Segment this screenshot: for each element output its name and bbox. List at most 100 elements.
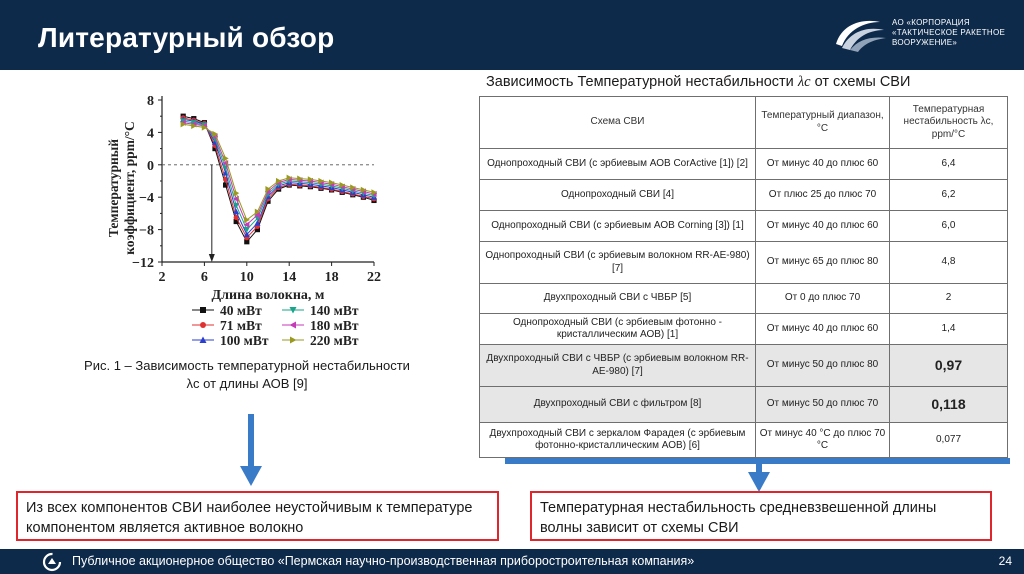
data-point — [297, 175, 303, 182]
value-cell: 6,4 — [889, 148, 1008, 180]
data-point — [201, 124, 208, 131]
caption-line-2: λc от длины АОВ [9] — [186, 376, 308, 391]
conclusion-box-scheme: Температурная нестабильность средневзвеш… — [530, 491, 992, 541]
data-point — [191, 122, 197, 130]
column-header: Температурный диапазон, °С — [755, 96, 890, 149]
conclusion-box-fiber: Из всех компонентов СВИ наиболее неустой… — [16, 491, 499, 541]
legend-marker — [290, 336, 297, 344]
scheme-cell: Однопроходный СВИ (с эрбиевым АОВ Cornin… — [479, 210, 756, 242]
data-point — [318, 177, 325, 185]
range-cell: От минус 65 до плюс 80 — [755, 241, 890, 284]
table-title: Зависимость Температурной нестабильности… — [486, 74, 911, 90]
table-row: Однопроходный СВИ [4] От плюс 25 до плюс… — [479, 179, 1008, 211]
marker-arrow-head — [208, 254, 215, 262]
data-point — [244, 216, 250, 223]
y-tick-label: 0 — [147, 159, 154, 174]
legend-marker — [200, 322, 206, 328]
scheme-cell: Однопроходный СВИ (с эрбиевым волокном R… — [479, 241, 756, 284]
table-row: Однопроходный СВИ (с эрбиевым АОВ CorAct… — [479, 148, 1008, 180]
data-point — [286, 174, 293, 181]
data-point — [339, 181, 346, 189]
legend-label: 40 мВт — [220, 303, 262, 318]
legend-marker — [199, 336, 207, 343]
scheme-cell: Двухпроходный СВИ с ЧВБР (с эрбиевым вол… — [479, 344, 756, 387]
value-cell: 6,0 — [889, 210, 1008, 242]
scheme-cell: Однопроходный СВИ [4] — [479, 179, 756, 211]
range-cell: От минус 40 до плюс 60 — [755, 210, 890, 242]
value-cell: 0,118 — [889, 386, 1008, 423]
caption-line-1: Рис. 1 – Зависимость температурной неста… — [84, 358, 410, 373]
value-cell: 0,97 — [889, 344, 1008, 387]
arrow-down-icon — [240, 414, 262, 486]
range-cell: От минус 50 до плюс 70 — [755, 386, 890, 423]
slide-title: Литературный обзор — [38, 22, 335, 53]
data-point — [254, 211, 260, 219]
data-point — [244, 239, 250, 245]
x-tick-label: 10 — [240, 270, 254, 285]
scheme-cell: Двухпроходный СВИ с ЧВБР [5] — [479, 283, 756, 314]
scheme-cell: Однопроходный СВИ (с эрбиевым АОВ CorAct… — [479, 148, 756, 180]
x-tick-label: 2 — [159, 270, 166, 285]
data-point — [212, 130, 219, 138]
value-cell: 4,8 — [889, 241, 1008, 284]
value-cell: 0,077 — [889, 422, 1008, 458]
value-cell: 2 — [889, 283, 1008, 314]
legend-label: 220 мВт — [310, 333, 359, 348]
data-point — [212, 146, 218, 152]
data-point — [233, 202, 240, 209]
x-tick-label: 6 — [201, 270, 208, 285]
value-cell: 6,2 — [889, 179, 1008, 211]
data-point — [180, 121, 187, 128]
lambda-symbol: λc — [797, 74, 811, 90]
legend-label: 180 мВт — [310, 318, 359, 333]
x-tick-label: 18 — [325, 270, 339, 285]
corporation-logo-text: АО «КОРПОРАЦИЯ «ТАКТИЧЕСКОЕ РАКЕТНОЕ ВОО… — [892, 18, 1006, 47]
data-point — [243, 231, 250, 238]
scheme-cell: Двухпроходный СВИ с фильтром [8] — [479, 386, 756, 423]
range-cell: От минус 50 до плюс 80 — [755, 344, 890, 387]
header-bar: Литературный обзор АО «КОРПОРАЦИЯ «ТАКТИ… — [0, 0, 1024, 70]
footer-bar: Публичное акционерное общество «Пермская… — [0, 549, 1024, 574]
range-cell: От минус 40 до плюс 60 — [755, 313, 890, 345]
range-cell: От минус 40 до плюс 60 — [755, 148, 890, 180]
table-row: Двухпроходный СВИ с зеркалом Фарадея (с … — [479, 422, 1008, 458]
range-cell: От плюс 25 до плюс 70 — [755, 179, 890, 211]
table-row: Двухпроходный СВИ с ЧВБР [5] От 0 до плю… — [479, 283, 1008, 314]
data-point — [371, 189, 378, 196]
table-row-highlighted: Двухпроходный СВИ с фильтром [8] От мину… — [479, 386, 1008, 423]
legend-marker — [289, 321, 296, 329]
y-tick-label: −12 — [132, 256, 154, 271]
table-row: Однопроходный СВИ (с эрбиевым волокном R… — [479, 241, 1008, 284]
data-point — [233, 190, 240, 197]
legend-label: 71 мВт — [220, 318, 262, 333]
table-row-highlighted: Двухпроходный СВИ с ЧВБР (с эрбиевым вол… — [479, 344, 1008, 387]
data-point — [265, 186, 272, 193]
value-cell: 1,4 — [889, 313, 1008, 345]
temperature-coefficient-chart: 8 4 0 −4 −8 −12 2 6 10 14 18 22 Температурныйкоэффиц… — [106, 94, 381, 348]
data-point — [223, 155, 229, 162]
corporation-logo-icon — [836, 20, 886, 52]
data-point — [233, 208, 240, 215]
x-axis-label: Длина волокна, м — [212, 288, 325, 303]
table-row: Однопроходный СВИ (с эрбиевым фотонно - … — [479, 313, 1008, 345]
data-point — [223, 182, 229, 188]
svi-comparison-table: Схема СВИ Температурный диапазон, °С Тем… — [479, 96, 1008, 458]
y-tick-label: 4 — [147, 126, 154, 141]
column-header: Температурная нестабильность λc, ppm/°C — [889, 96, 1008, 149]
legend-marker — [289, 307, 297, 314]
scheme-cell: Однопроходный СВИ (с эрбиевым фотонно - … — [479, 313, 756, 345]
table-header-row: Схема СВИ Температурный диапазон, °С Тем… — [479, 96, 1008, 149]
data-point — [254, 208, 261, 215]
data-point — [233, 218, 239, 225]
data-point — [243, 221, 250, 228]
x-tick-label: 22 — [367, 270, 381, 285]
footer-company-name: Публичное акционерное общество «Пермская… — [72, 554, 695, 568]
legend-label: 100 мВт — [220, 333, 269, 348]
legend-label: 140 мВт — [310, 303, 359, 318]
range-cell: От минус 40 °С до плюс 70 °С — [755, 422, 890, 458]
y-axis-label: Температурныйкоэффициент, ppm/°C — [106, 121, 137, 255]
data-point — [276, 177, 282, 185]
data-point — [254, 220, 261, 226]
x-tick-label: 14 — [282, 270, 296, 285]
y-axis-label-line: Температурный — [106, 139, 121, 237]
